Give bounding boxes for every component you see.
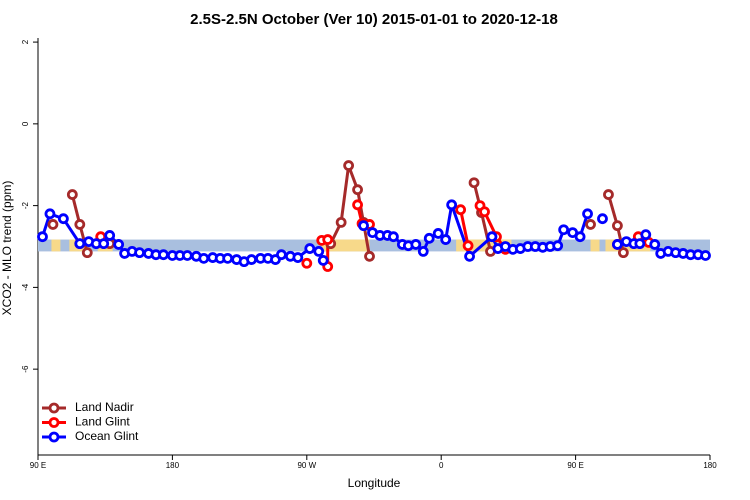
point (455, 204, 467, 216)
point (558, 224, 570, 236)
y-tick-label: -6 (21, 365, 30, 373)
point (246, 254, 257, 265)
point (423, 232, 435, 244)
point (479, 206, 490, 218)
point (468, 177, 480, 189)
point (292, 252, 304, 263)
point (700, 250, 711, 261)
x-tick-label: 180 (166, 461, 180, 470)
point (301, 257, 313, 269)
point (317, 254, 329, 266)
point (612, 220, 623, 232)
point (574, 231, 586, 243)
point (582, 208, 593, 220)
x-tick-label: 180 (703, 461, 717, 470)
point (313, 246, 325, 257)
legend-label: Land Glint (75, 415, 130, 429)
point (352, 199, 363, 211)
point (597, 213, 608, 225)
y-tick-label: -2 (21, 202, 30, 210)
point (335, 216, 347, 228)
point (66, 189, 78, 200)
point (364, 250, 375, 262)
point (181, 250, 193, 261)
legend-label: Land Nadir (75, 400, 134, 414)
point (44, 208, 56, 220)
point (343, 160, 355, 171)
point (603, 189, 614, 200)
legend-label: Ocean Glint (75, 429, 139, 443)
land-band (51, 239, 61, 252)
land-band (590, 239, 600, 252)
point (432, 228, 444, 239)
y-tick-label: 0 (21, 121, 30, 126)
point (222, 252, 234, 264)
point (158, 249, 169, 261)
legend-marker (48, 431, 60, 443)
x-tick-label: 90 E (30, 461, 46, 470)
point (649, 239, 661, 250)
point (113, 239, 125, 250)
point (464, 250, 475, 262)
chart-title: 2.5S-2.5N October (Ver 10) 2015-01-01 to… (190, 11, 558, 28)
point (74, 219, 86, 230)
legend-marker (48, 417, 60, 428)
point (37, 231, 48, 243)
point (552, 240, 564, 252)
point (358, 220, 369, 232)
point (462, 240, 474, 252)
ocean-band (38, 239, 710, 252)
point (81, 247, 93, 259)
y-tick-label: 2 (21, 39, 30, 44)
point (104, 230, 116, 241)
point (352, 184, 363, 196)
y-tick-label: -4 (21, 283, 30, 291)
legend-marker (48, 402, 60, 414)
point (74, 238, 86, 250)
point (322, 234, 334, 245)
point (446, 199, 458, 211)
point (276, 249, 287, 261)
point (440, 234, 452, 245)
x-tick-label: 90 W (297, 461, 316, 470)
point (612, 239, 623, 250)
point (198, 252, 210, 264)
point (634, 238, 646, 250)
point (486, 231, 498, 243)
land-band (321, 239, 370, 252)
x-tick-label: 0 (439, 461, 444, 470)
point (388, 231, 399, 243)
point (57, 213, 69, 225)
point (134, 247, 145, 259)
x-tick-label: 90 E (567, 461, 583, 470)
point (417, 246, 429, 257)
point (617, 247, 629, 259)
point (585, 219, 596, 230)
point (98, 238, 110, 250)
point (640, 229, 652, 241)
point (47, 219, 59, 230)
point (304, 243, 316, 254)
y-axis-label: XCO2 - MLO trend (ppm) (0, 181, 14, 316)
point (410, 239, 422, 250)
x-axis-label: Longitude (348, 476, 401, 490)
